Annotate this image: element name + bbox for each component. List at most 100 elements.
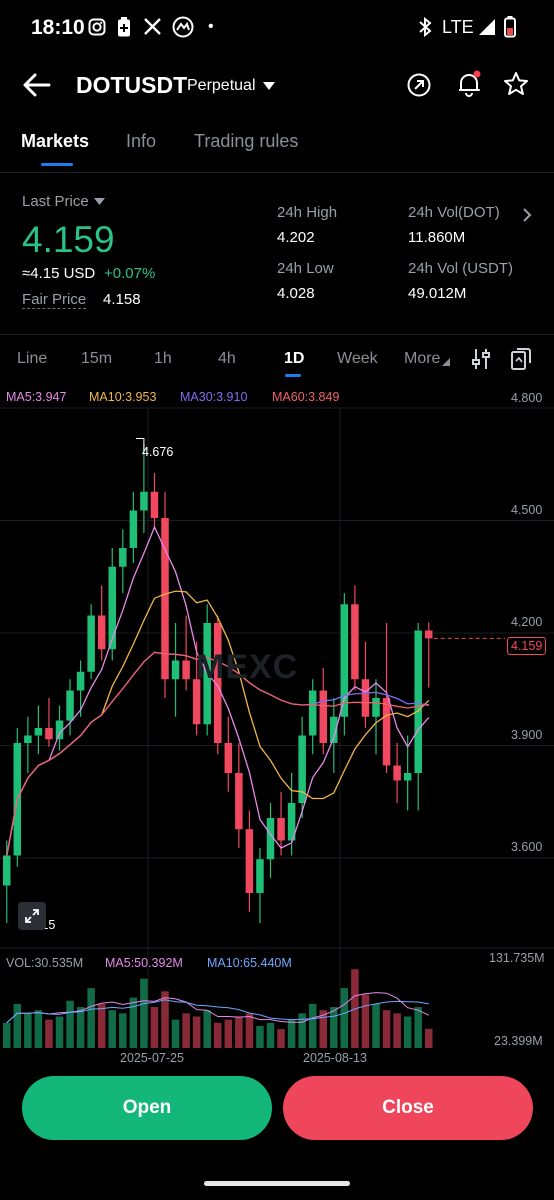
candle-body: [351, 604, 359, 680]
fair-price-value: 4.158: [103, 291, 141, 308]
candle-body: [425, 630, 433, 639]
last-price-selector[interactable]: Last Price: [22, 193, 105, 210]
candle-body: [171, 660, 180, 680]
volume-bar: [298, 1013, 306, 1048]
expand-icon: [25, 909, 39, 923]
volume-bar: [372, 1003, 380, 1048]
volume-bar: [277, 1029, 285, 1048]
candle-body: [150, 491, 159, 518]
home-indicator[interactable]: [204, 1181, 350, 1186]
tf-1h[interactable]: 1h: [154, 350, 172, 367]
candle-body: [45, 728, 53, 740]
price-axis-label: 4.200: [511, 615, 543, 629]
battery-plus-icon: [117, 17, 131, 42]
candle-body: [214, 623, 222, 743]
volume-bar: [108, 1010, 116, 1048]
candle-body: [34, 728, 43, 736]
current-price-tag: 4.159: [507, 637, 547, 655]
candle-body: [361, 679, 370, 717]
volume-axis-bottom: 23.399M: [494, 1034, 543, 1048]
volume-bar: [382, 1010, 391, 1048]
volume-bar: [393, 1013, 401, 1048]
close-button[interactable]: Close: [283, 1076, 533, 1140]
contract-type-selector[interactable]: Perpetual: [187, 77, 276, 95]
signal-icon: [478, 18, 496, 41]
tf-week[interactable]: Week: [337, 350, 378, 367]
alerts-button[interactable]: [455, 70, 483, 103]
volume-ma10-legend: MA10:65.440M: [207, 956, 292, 970]
battery-icon: [504, 16, 516, 43]
volume-bar: [150, 1007, 159, 1048]
volume-bar: [403, 1016, 412, 1048]
candle-body: [393, 765, 401, 781]
candle-body: [192, 679, 201, 725]
tf-line[interactable]: Line: [17, 350, 48, 367]
volume-bar: [55, 1016, 64, 1048]
open-button[interactable]: Open: [22, 1076, 272, 1140]
active-tab-indicator: [41, 163, 73, 166]
tf-more[interactable]: More: [404, 350, 451, 368]
candle-body: [256, 859, 264, 893]
back-button[interactable]: [22, 70, 52, 105]
candle-body: [277, 818, 285, 841]
bluetooth-icon: [418, 16, 432, 42]
indicator-settings-button[interactable]: [471, 348, 491, 375]
candle-body: [330, 716, 338, 743]
tab-trading-rules[interactable]: Trading rules: [194, 131, 299, 151]
candle-body: [235, 773, 243, 830]
candle-body: [3, 855, 11, 886]
vol-usd-label: 24h Vol (USDT): [408, 260, 514, 277]
usd-equivalent: ≈4.15 USD: [22, 265, 96, 282]
price-axis-label: 3.600: [511, 840, 543, 854]
tab-info[interactable]: Info: [126, 131, 157, 151]
sliders-icon: [472, 349, 490, 369]
candle-body: [119, 548, 127, 567]
volume-bar: [66, 1000, 74, 1048]
ma5-line: [6, 525, 430, 856]
vol-usd-value: 49.012M: [408, 285, 467, 302]
fullscreen-button[interactable]: [18, 902, 46, 930]
share-icon: [407, 73, 431, 97]
volume-bar: [45, 1019, 53, 1048]
back-arrow-icon: [23, 73, 51, 97]
candle-body: [182, 660, 190, 680]
share-button[interactable]: [406, 72, 432, 103]
candle-body: [76, 671, 85, 691]
volume-bar: [129, 997, 138, 1048]
ma60-line: [6, 651, 429, 856]
volume-bar: [414, 1007, 422, 1048]
price-axis-label: 3.900: [511, 728, 543, 742]
high-24h-label: 24h High: [277, 204, 338, 221]
fair-price-label[interactable]: Fair Price: [22, 291, 87, 309]
volume-bar: [182, 1013, 190, 1048]
tf-1d[interactable]: 1D: [284, 350, 305, 367]
date-label: 2025-08-13: [303, 1051, 367, 1065]
high-marker-line: [136, 438, 145, 453]
chart-mode-button[interactable]: [510, 347, 532, 376]
ma60-legend: MA60:3.849: [272, 390, 340, 404]
favorite-button[interactable]: [503, 71, 529, 102]
volume-bar: [214, 1022, 222, 1048]
price-change: +0.07%: [104, 265, 156, 282]
volume-bar: [119, 1013, 127, 1048]
candle-body: [266, 818, 275, 860]
contract-type-label: Perpetual: [187, 77, 256, 94]
tf-15m[interactable]: 15m: [81, 350, 113, 367]
candlestick-chart[interactable]: [0, 380, 554, 1070]
volume-bar: [24, 1013, 32, 1048]
price-axis-label: 4.800: [511, 391, 543, 405]
tab-markets[interactable]: Markets: [21, 131, 90, 151]
volume-bar: [3, 1022, 11, 1048]
tf-4h[interactable]: 4h: [218, 350, 236, 367]
low-24h-value: 4.028: [277, 285, 315, 302]
high-marker: 4.676: [142, 445, 174, 459]
volume-bar: [308, 1003, 317, 1048]
volume-bar: [203, 1010, 211, 1048]
vol-dot-value: 11.860M: [408, 229, 466, 246]
symbol-title[interactable]: DOTUSDT: [76, 72, 188, 98]
candle-body: [55, 720, 64, 740]
expand-stats-button[interactable]: [522, 207, 532, 228]
volume-bar: [161, 991, 169, 1048]
candle-body: [245, 829, 254, 893]
candle-body: [403, 773, 412, 781]
